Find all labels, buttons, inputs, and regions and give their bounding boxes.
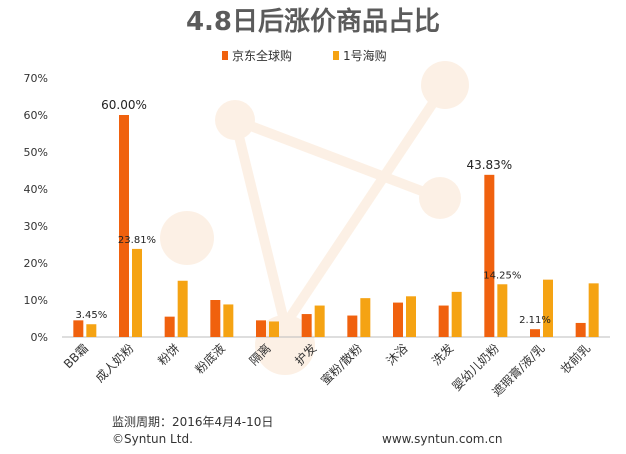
y-tick-label: 50% bbox=[24, 146, 48, 159]
legend-label: 京东全球购 bbox=[232, 48, 292, 63]
data-label: 23.81% bbox=[118, 235, 156, 246]
data-label: 14.25% bbox=[483, 270, 521, 281]
y-axis: 0% 10% 20% 30% 40% 50% 60% 70% bbox=[24, 72, 48, 344]
y-tick-label: 30% bbox=[24, 220, 48, 233]
chart-title: 4.8日后涨价商品占比 bbox=[186, 6, 440, 37]
data-label: 3.45% bbox=[75, 310, 107, 321]
legend: 京东全球购 1号海购 bbox=[222, 48, 387, 63]
bar-series-0 bbox=[438, 305, 449, 337]
bar-series-1 bbox=[497, 284, 508, 337]
bar-series-1 bbox=[360, 298, 371, 337]
x-tick-label: 洗发 bbox=[429, 341, 457, 369]
bars bbox=[73, 115, 599, 337]
y-tick-label: 0% bbox=[31, 331, 48, 344]
legend-swatch bbox=[333, 51, 339, 60]
data-label: 2.11% bbox=[519, 315, 551, 326]
bar-series-0 bbox=[393, 302, 403, 337]
x-tick-label: 成人奶粉 bbox=[93, 341, 137, 385]
y-tick-label: 10% bbox=[24, 294, 48, 307]
bar-series-1 bbox=[543, 279, 553, 337]
bar-series-1 bbox=[314, 305, 325, 337]
x-tick-label: 沐浴 bbox=[384, 341, 411, 368]
bar-series-0 bbox=[256, 320, 266, 337]
y-tick-label: 40% bbox=[24, 183, 48, 196]
bar-series-0 bbox=[301, 314, 312, 337]
bar-series-1 bbox=[223, 304, 234, 337]
y-tick-label: 20% bbox=[24, 257, 48, 270]
bar-series-1 bbox=[406, 296, 416, 337]
data-labels: 3.45% 60.00% 23.81% 43.83% 14.25% 2.11% bbox=[75, 98, 550, 326]
x-tick-label: 粉底液 bbox=[192, 341, 228, 377]
legend-label: 1号海购 bbox=[343, 48, 387, 63]
bar-series-0 bbox=[575, 322, 586, 337]
bar-series-0 bbox=[164, 316, 175, 337]
data-label: 43.83% bbox=[466, 158, 512, 172]
y-tick-label: 70% bbox=[24, 72, 48, 85]
legend-swatch bbox=[222, 51, 228, 60]
monitoring-period: 监测周期：2016年4月4-10日 bbox=[112, 415, 274, 429]
x-tick-label: 蜜粉/散粉 bbox=[318, 341, 365, 388]
copyright: ©Syntun Ltd. bbox=[112, 432, 193, 446]
x-tick-label: 妆前乳 bbox=[557, 341, 593, 377]
bar-series-0 bbox=[530, 329, 540, 337]
bar-series-0 bbox=[347, 315, 358, 337]
x-tick-label: 粉饼 bbox=[155, 341, 182, 368]
bar-series-1 bbox=[132, 248, 142, 337]
bar-series-1 bbox=[269, 321, 279, 337]
bar-series-0 bbox=[484, 174, 495, 337]
data-label: 60.00% bbox=[101, 98, 147, 112]
website: www.syntun.com.cn bbox=[382, 432, 503, 446]
y-tick-label: 60% bbox=[24, 109, 48, 122]
bar-series-1 bbox=[86, 324, 97, 337]
bar-series-1 bbox=[177, 280, 188, 337]
bar-series-1 bbox=[588, 283, 599, 337]
x-tick-label: BB霜 bbox=[61, 341, 91, 371]
bar-series-0 bbox=[73, 320, 84, 337]
bar-series-0 bbox=[210, 300, 221, 337]
watermark-graphic bbox=[160, 61, 469, 375]
bar-series-1 bbox=[451, 291, 462, 337]
bar-series-0 bbox=[119, 115, 129, 337]
